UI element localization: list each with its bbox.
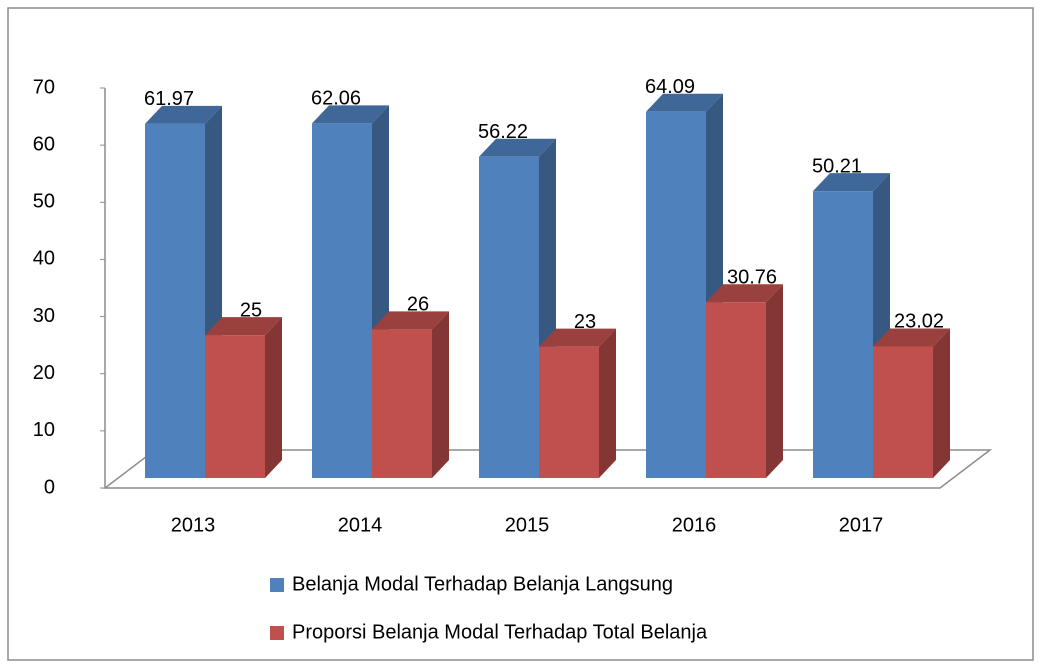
bar-front — [145, 123, 205, 478]
bar-side — [265, 317, 282, 478]
y-tick-label: 30 — [33, 305, 55, 327]
bar-front — [873, 346, 933, 478]
bar-top — [479, 138, 556, 157]
data-label: 62.06 — [311, 88, 361, 110]
legend-swatch — [270, 626, 284, 640]
bar — [706, 284, 783, 478]
bar-front — [479, 156, 539, 478]
bar-top — [873, 328, 950, 347]
bar-front — [372, 329, 432, 478]
x-tick-label: 2015 — [505, 514, 550, 536]
legend-swatch — [270, 578, 284, 592]
bar — [312, 105, 389, 478]
x-tick-label: 2017 — [839, 514, 884, 536]
bar-side — [933, 328, 950, 478]
bar-top — [813, 173, 890, 192]
bar-top — [706, 284, 783, 303]
bar — [873, 328, 950, 478]
x-tick-label: 2014 — [338, 514, 383, 536]
bar-top — [205, 317, 282, 336]
y-tick-label: 60 — [33, 133, 55, 155]
y-tick-label: 10 — [33, 419, 55, 441]
bar-side — [766, 284, 783, 478]
y-tick-label: 40 — [33, 248, 55, 270]
bar-top — [145, 105, 222, 124]
data-label: 26 — [407, 294, 429, 316]
y-tick-label: 0 — [44, 476, 55, 498]
bar — [539, 328, 616, 478]
bar — [205, 317, 282, 478]
y-tick-label: 50 — [33, 191, 55, 213]
bar-front — [312, 123, 372, 478]
bar-top — [372, 311, 449, 330]
data-label: 23.02 — [894, 311, 944, 333]
data-label: 30.76 — [727, 267, 777, 289]
bar-front — [205, 335, 265, 478]
data-label: 61.97 — [144, 88, 194, 110]
y-tick-label: 70 — [33, 76, 55, 98]
bar-top — [539, 328, 616, 347]
legend-label: Belanja Modal Terhadap Belanja Langsung — [292, 573, 673, 595]
x-tick-label: 2013 — [171, 514, 216, 536]
bar-side — [599, 328, 616, 478]
bar — [372, 311, 449, 478]
bar-front — [646, 111, 706, 479]
data-label: 56.22 — [478, 121, 528, 143]
data-label: 64.09 — [645, 76, 695, 98]
y-tick-label: 20 — [33, 362, 55, 384]
x-tick-label: 2016 — [672, 514, 717, 536]
floor — [102, 449, 993, 489]
data-label: 23 — [574, 311, 596, 333]
bar-front — [706, 302, 766, 478]
data-label: 25 — [240, 299, 262, 321]
bar-side — [432, 311, 449, 478]
bar-top — [646, 93, 723, 112]
legend-label: Proporsi Belanja Modal Terhadap Total Be… — [292, 621, 708, 643]
data-label: 50.21 — [812, 155, 862, 177]
bar-front — [539, 346, 599, 478]
bar-front — [813, 191, 873, 479]
bar-top — [312, 105, 389, 124]
